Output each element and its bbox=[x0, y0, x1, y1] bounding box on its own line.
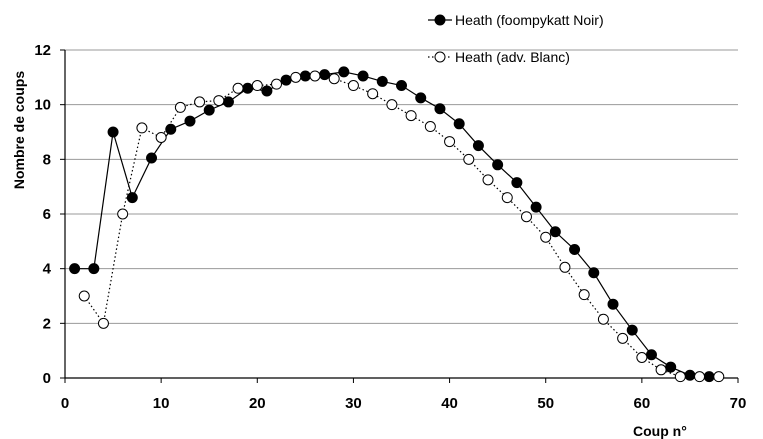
data-point bbox=[453, 118, 465, 130]
data-point bbox=[69, 263, 81, 275]
data-point bbox=[146, 152, 158, 164]
data-point bbox=[328, 73, 340, 85]
data-point bbox=[194, 96, 206, 108]
data-point bbox=[444, 136, 456, 148]
data-point bbox=[184, 115, 196, 127]
data-point bbox=[88, 263, 100, 275]
data-point bbox=[540, 231, 552, 243]
data-point bbox=[694, 371, 706, 383]
series-line-1 bbox=[74, 71, 710, 378]
legend-marker-series-1 bbox=[434, 14, 446, 26]
series-1 bbox=[69, 66, 715, 383]
data-point bbox=[396, 80, 407, 92]
legend-label-series-2: Heath (adv. Blanc) bbox=[455, 49, 570, 65]
data-point bbox=[165, 123, 177, 135]
y-tick-label: 12 bbox=[34, 42, 51, 59]
y-tick-label: 4 bbox=[43, 261, 52, 278]
axes bbox=[60, 49, 739, 383]
x-tick-label: 50 bbox=[537, 395, 554, 412]
data-point bbox=[232, 82, 244, 94]
data-point bbox=[530, 201, 542, 213]
data-point bbox=[174, 101, 186, 113]
data-point bbox=[472, 140, 484, 152]
data-point bbox=[213, 95, 225, 107]
data-point bbox=[78, 290, 90, 302]
legend-item-series-2: Heath (adv. Blanc) bbox=[428, 49, 570, 65]
data-point bbox=[319, 69, 331, 81]
data-point bbox=[655, 364, 667, 376]
data-point bbox=[511, 177, 523, 189]
data-point bbox=[347, 80, 359, 92]
x-tick-label: 10 bbox=[153, 395, 170, 412]
data-point bbox=[155, 131, 167, 143]
x-tick-label: 60 bbox=[634, 395, 651, 412]
x-tick-label: 70 bbox=[730, 395, 747, 412]
legend: Heath (foompykatt Noir) Heath (adv. Blan… bbox=[428, 12, 604, 65]
data-point bbox=[126, 192, 138, 204]
data-point bbox=[357, 70, 369, 82]
data-point bbox=[290, 71, 302, 83]
y-tick-label: 0 bbox=[43, 370, 51, 387]
data-point bbox=[492, 159, 504, 171]
data-point bbox=[665, 361, 677, 373]
data-point bbox=[463, 153, 475, 165]
data-point bbox=[386, 99, 398, 111]
data-point bbox=[578, 289, 590, 301]
data-point bbox=[136, 122, 148, 134]
legend-label-series-1: Heath (foompykatt Noir) bbox=[455, 12, 604, 28]
y-tick-labels: 0 2 4 6 8 10 12 bbox=[34, 42, 51, 387]
data-point bbox=[569, 244, 581, 256]
data-point bbox=[367, 88, 379, 100]
x-tick-labels: 0 10 20 30 40 50 60 70 bbox=[61, 395, 747, 412]
data-point bbox=[607, 298, 619, 310]
data-point bbox=[117, 208, 129, 220]
data-point bbox=[376, 75, 388, 87]
data-point bbox=[559, 261, 571, 273]
data-point bbox=[588, 267, 600, 279]
data-point bbox=[415, 92, 427, 104]
data-point bbox=[222, 96, 234, 108]
data-point bbox=[405, 110, 417, 122]
series-layer bbox=[69, 66, 725, 383]
data-point bbox=[242, 82, 254, 94]
data-point bbox=[674, 371, 686, 383]
y-tick-label: 2 bbox=[43, 315, 51, 332]
series-line-2 bbox=[83, 75, 719, 378]
data-point bbox=[261, 85, 273, 97]
data-point bbox=[549, 226, 561, 238]
x-tick-label: 0 bbox=[61, 395, 69, 412]
legend-marker-series-2 bbox=[434, 51, 446, 63]
data-point bbox=[520, 211, 532, 223]
data-point bbox=[434, 103, 446, 115]
data-point bbox=[203, 104, 215, 116]
y-axis-title: Nombre de coups bbox=[11, 71, 27, 189]
data-point bbox=[501, 192, 513, 204]
x-tick-label: 40 bbox=[441, 395, 458, 412]
data-point bbox=[338, 66, 350, 78]
series-2 bbox=[78, 70, 725, 383]
data-point bbox=[626, 324, 638, 336]
data-point bbox=[617, 332, 629, 344]
data-point bbox=[597, 313, 609, 325]
data-point bbox=[636, 352, 648, 363]
x-tick-label: 30 bbox=[345, 395, 362, 412]
data-point bbox=[684, 369, 696, 381]
data-point bbox=[107, 126, 119, 138]
data-point bbox=[271, 78, 283, 90]
x-tick-label: 20 bbox=[249, 395, 266, 412]
data-point bbox=[309, 70, 321, 82]
data-point bbox=[713, 371, 725, 383]
y-tick-label: 8 bbox=[43, 151, 51, 168]
data-point bbox=[645, 349, 657, 361]
y-tick-label: 10 bbox=[34, 97, 51, 114]
x-axis-title: Coup n° bbox=[633, 423, 687, 439]
legend-item-series-1: Heath (foompykatt Noir) bbox=[428, 12, 604, 28]
data-point bbox=[97, 317, 109, 329]
data-point bbox=[482, 174, 494, 186]
data-point bbox=[424, 121, 436, 133]
data-point bbox=[251, 80, 263, 92]
y-tick-label: 6 bbox=[43, 206, 51, 223]
